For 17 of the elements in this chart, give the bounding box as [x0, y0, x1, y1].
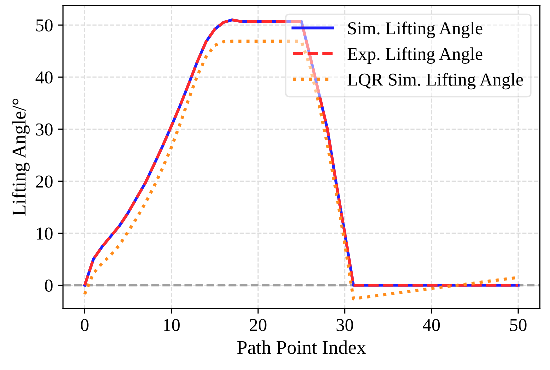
y-tick-label: 40: [36, 72, 53, 84]
legend-label: Sim. Lifting Angle: [348, 22, 483, 38]
y-axis-title: Lifting Angle/°: [12, 98, 30, 216]
x-tick-label: 50: [510, 319, 527, 332]
y-tick-label: 20: [36, 176, 53, 188]
x-tick-label: 0: [81, 319, 89, 332]
legend-label: LQR Sim. Lifting Angle: [348, 73, 524, 90]
x-tick-label: 10: [164, 319, 180, 332]
x-tick-label: 40: [423, 319, 440, 332]
y-tick-label: 0: [45, 280, 53, 292]
legend-label: Exp. Lifting Angle: [348, 47, 483, 64]
y-tick-label: 50: [36, 20, 53, 32]
y-tick-label: 10: [37, 228, 53, 240]
y-tick-label: 30: [36, 124, 53, 136]
x-tick-label: 20: [250, 319, 267, 332]
x-axis-title: Path Point Index: [237, 340, 366, 354]
x-tick-label: 30: [336, 319, 354, 332]
